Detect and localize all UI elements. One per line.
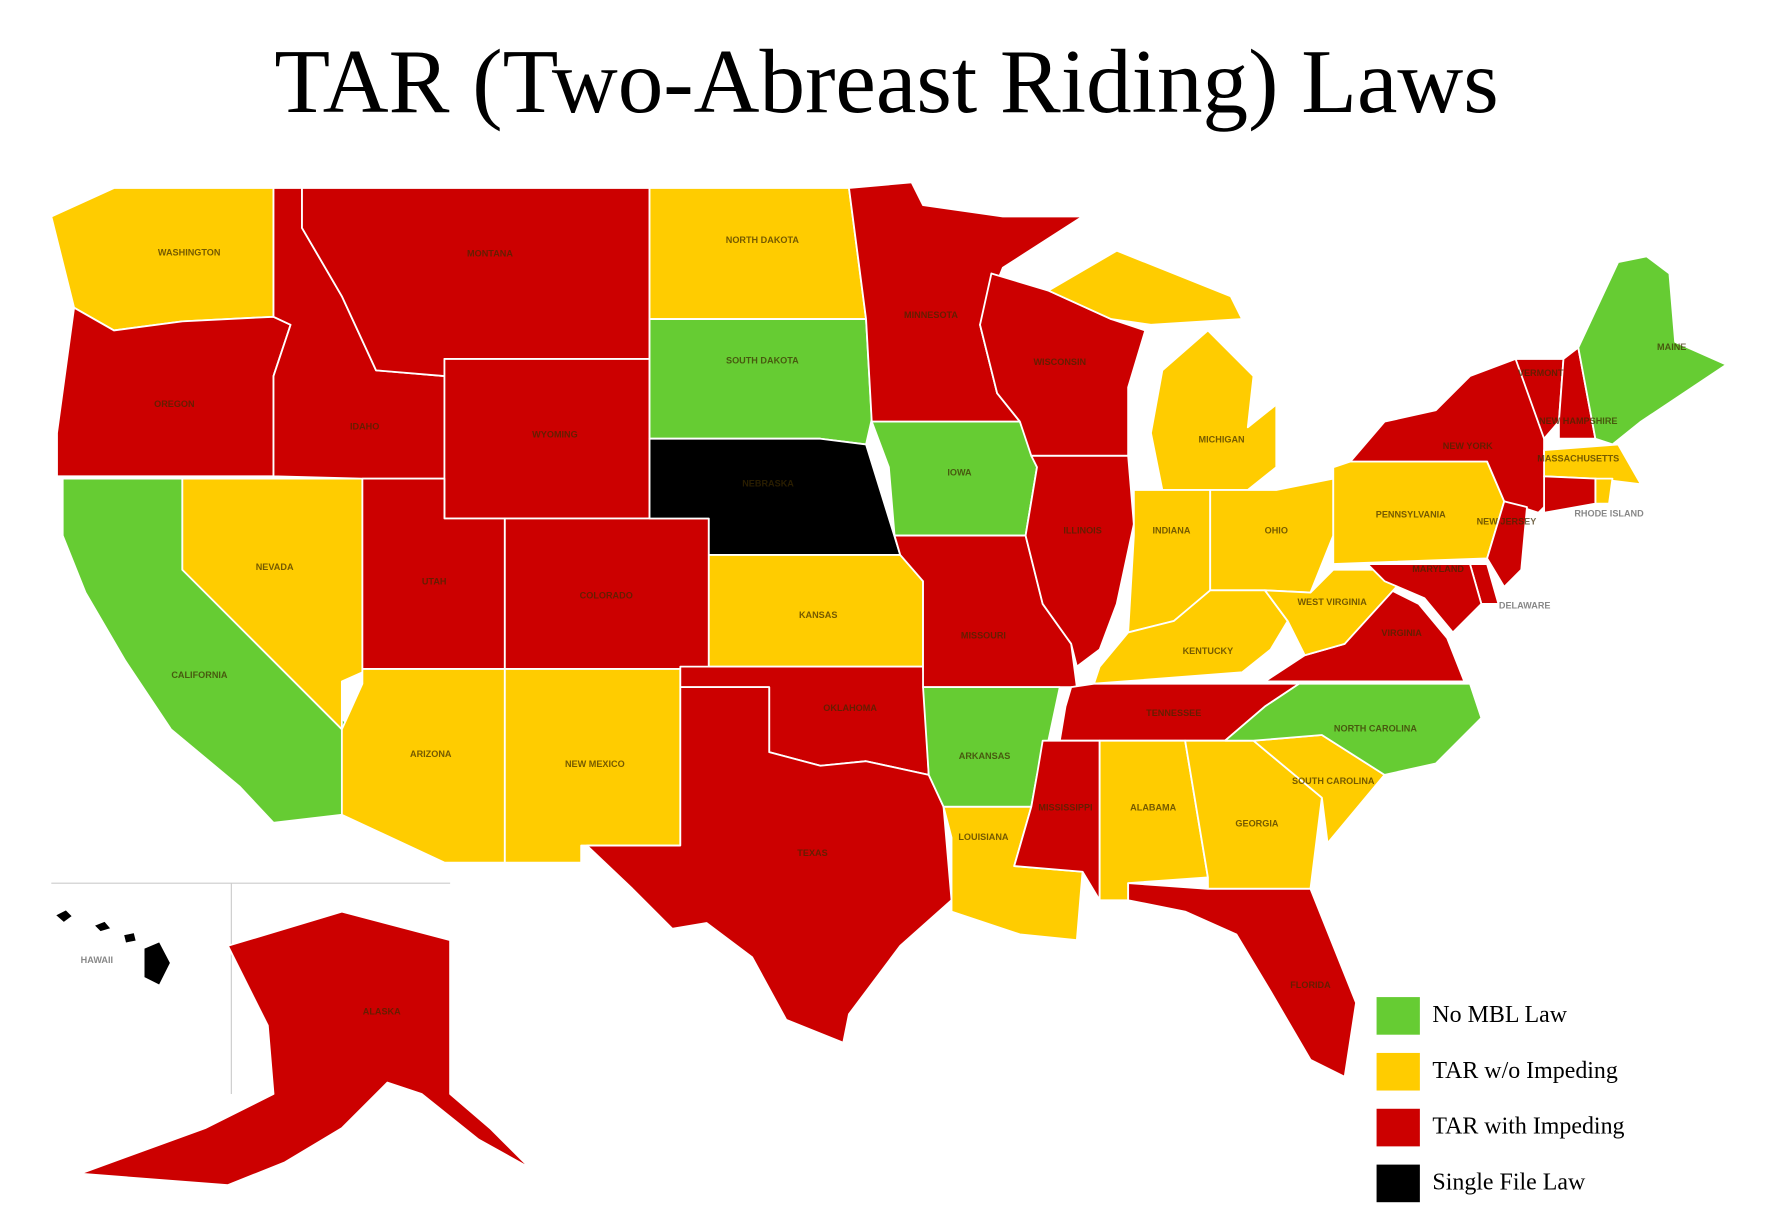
legend-label: TAR w/o Impeding	[1432, 1058, 1617, 1084]
legend-swatch	[1376, 1108, 1420, 1147]
state-label: ILLINOIS	[1063, 525, 1101, 535]
state-label: LOUISIANA	[958, 832, 1009, 842]
state	[53, 908, 172, 987]
state	[1224, 682, 1483, 776]
state	[56, 306, 292, 478]
state-label: NORTH DAKOTA	[726, 235, 800, 245]
state-label: RHODE ISLAND	[1574, 508, 1644, 518]
state-label: MISSISSIPPI	[1038, 802, 1092, 812]
state	[648, 318, 873, 446]
legend-label: No MBL Law	[1432, 1002, 1567, 1028]
state	[1543, 475, 1597, 514]
state-label: GEORGIA	[1235, 818, 1278, 828]
state-label: ALASKA	[363, 1006, 401, 1016]
state-label: WASHINGTON	[158, 247, 221, 257]
legend-swatch	[1376, 1164, 1420, 1203]
state-label: NEW MEXICO	[565, 759, 625, 769]
state-label: NEW JERSEY	[1477, 516, 1537, 526]
state	[1557, 346, 1597, 440]
state-label: IOWA	[947, 467, 972, 477]
state	[1047, 249, 1278, 491]
state-label: SOUTH CAROLINA	[1292, 776, 1375, 786]
state-label: NEVADA	[256, 562, 294, 572]
title: TAR (Two-Abreast Riding) Laws	[274, 31, 1498, 132]
state-label: IDAHO	[350, 422, 379, 432]
state	[50, 187, 275, 332]
state	[1486, 500, 1528, 588]
state-label: KANSAS	[799, 610, 837, 620]
legend-swatch	[1376, 997, 1420, 1035]
state	[1024, 454, 1135, 668]
state-label: MINNESOTA	[904, 310, 958, 320]
state-label: HAWAII	[81, 955, 113, 965]
state-label: FLORIDA	[1290, 980, 1331, 990]
state-label: MICHIGAN	[1199, 434, 1245, 444]
state-labels: WASHINGTON OREGON CALIFORNIA NEVADA IDAHO MON…	[81, 235, 1687, 1016]
state	[78, 910, 531, 1187]
state-label: NEW HAMPSHIRE	[1539, 416, 1617, 426]
state-label: OKLAHOMA	[823, 703, 877, 713]
state-label: MASSACHUSETTS	[1537, 454, 1619, 464]
state-label: MONTANA	[467, 249, 513, 259]
state	[1594, 477, 1614, 505]
legend-swatch	[1376, 1052, 1420, 1091]
state	[1577, 255, 1728, 446]
state	[340, 667, 506, 864]
state-label: WEST VIRGINIA	[1297, 597, 1367, 607]
state-label: VIRGINIA	[1381, 628, 1422, 638]
state-label: OREGON	[154, 399, 195, 409]
state-label: MISSOURI	[961, 630, 1006, 640]
state	[870, 420, 1038, 537]
state-label: KENTUCKY	[1183, 646, 1234, 656]
state-label: CALIFORNIA	[171, 670, 228, 680]
legend-label: TAR with Impeding	[1432, 1114, 1624, 1140]
state-label: MAINE	[1657, 342, 1686, 352]
state-label: TENNESSEE	[1146, 708, 1201, 718]
state-label: WISCONSIN	[1033, 357, 1086, 367]
state-label: VERMONT	[1518, 368, 1564, 378]
state-label: MARYLAND	[1412, 564, 1464, 574]
state-label: DELAWARE	[1499, 601, 1551, 611]
state-label: NEW YORK	[1443, 441, 1493, 451]
state-label: ALABAMA	[1130, 802, 1176, 812]
state	[648, 187, 867, 320]
state-label: TEXAS	[797, 848, 827, 858]
state	[1209, 477, 1335, 594]
state-label: NORTH CAROLINA	[1334, 724, 1417, 734]
state	[1127, 882, 1357, 1078]
state	[1366, 563, 1483, 634]
state-label: INDIANA	[1152, 525, 1190, 535]
state-label: COLORADO	[580, 590, 633, 600]
state-label: NEBRASKA	[742, 479, 794, 489]
legend-label: Single File Law	[1432, 1169, 1586, 1195]
state-label: UTAH	[422, 577, 447, 587]
state-label: ARKANSAS	[959, 751, 1011, 761]
state-label: ARIZONA	[410, 749, 452, 759]
state-label: PENNSYLVANIA	[1376, 509, 1446, 519]
state	[585, 686, 953, 1044]
states	[50, 181, 1728, 1187]
state-label: SOUTH DAKOTA	[726, 356, 799, 366]
state	[1543, 443, 1642, 486]
state-label: WYOMING	[532, 430, 578, 440]
legend: No MBL Law TAR w/o Impeding TAR with Imped…	[1376, 997, 1625, 1203]
state-label: OHIO	[1265, 525, 1288, 535]
